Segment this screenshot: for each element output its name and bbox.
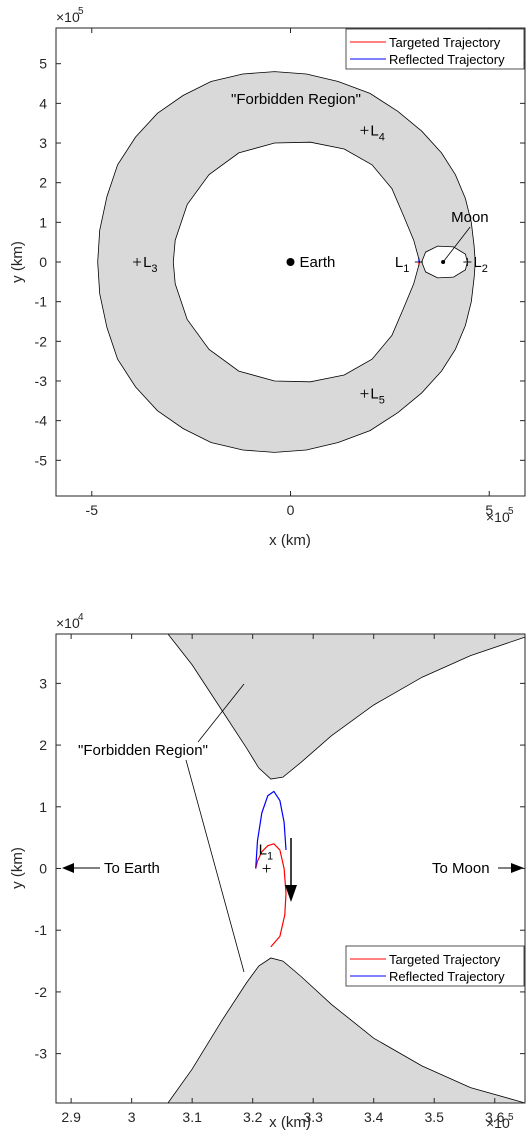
0-ytick-label: -4 (35, 413, 48, 429)
l2-label-letter: L (473, 254, 481, 271)
bottom-x-exponent-base: ×10 (486, 1115, 510, 1131)
1-xtick-label: 3.1 (182, 1109, 202, 1125)
l4-label-subscript: 4 (379, 131, 385, 143)
1-xtick-label: 3.6 (485, 1109, 505, 1125)
0-ytick-label: 2 (39, 175, 47, 191)
bottom-legend: Targeted Trajectory Reflected Trajectory (345, 945, 525, 987)
top-y-exponent-base: ×10 (56, 9, 80, 25)
0-ytick-label: -2 (35, 333, 48, 349)
0-xtick-label: -5 (86, 502, 99, 518)
bottom-y-exponent-base: ×10 (56, 615, 80, 631)
bottom-x-axis-label: x (km) (269, 1114, 311, 1131)
0-xtick-label: 5 (485, 502, 493, 518)
top-y-axis-label: y (km) (9, 241, 26, 283)
0-ytick-label: 0 (39, 254, 47, 270)
0-ytick-label: 1 (39, 214, 47, 230)
l4-label: L4 (370, 122, 384, 143)
bottom-l1-label: L1 (259, 842, 273, 863)
bottom-forbidden-boundary-lower (167, 957, 526, 1104)
1-xtick-label: 3 (128, 1109, 136, 1125)
moon-label: Moon (451, 209, 489, 226)
top-x-exponent-power: 5 (508, 506, 514, 517)
l5-label-letter: L (370, 386, 378, 403)
0-ytick-label: -5 (35, 452, 48, 468)
bottom-forbidden-region-upper (168, 634, 525, 779)
1-xtick-label: 3.3 (303, 1109, 323, 1125)
0-ytick-label: 5 (39, 56, 47, 72)
l3-label-letter: L (143, 254, 151, 271)
bottom-forbidden-region-lower (168, 958, 525, 1103)
l5-label-subscript: 5 (379, 395, 385, 407)
bottom-legend-targeted-label: Targeted Trajectory (389, 952, 501, 967)
bottom-y-axis-label: y (km) (9, 847, 26, 889)
reflected-trajectory-line (255, 790, 287, 869)
earth-label: Earth (300, 254, 336, 271)
1-xtick-label: 3.5 (424, 1109, 444, 1125)
bottom-ticks: 2.9 3 3.1 3.2 3.3 3.4 3.5 3.6 3 2 1 0 -1 -2 -3 (35, 634, 525, 1125)
l1-label: L1 (395, 254, 409, 275)
top-y-exponent-power: 5 (78, 6, 84, 17)
0-ytick-label: -1 (35, 294, 48, 310)
top-legend-targeted-label: Targeted Trajectory (389, 35, 501, 50)
leader-line-upper (197, 683, 245, 743)
top-forbidden-region-label: "Forbidden Region" (231, 91, 361, 108)
bottom-legend-reflected-label: Reflected Trajectory (389, 969, 505, 984)
1-ytick-label: 1 (39, 799, 47, 815)
bottom-l1-label-subscript: 1 (267, 851, 273, 863)
l2-label-subscript: 2 (482, 263, 488, 275)
to-moon-arrowhead (511, 863, 524, 873)
1-ytick-label: -2 (35, 984, 48, 1000)
l1-label-letter: L (395, 254, 403, 271)
1-ytick-label: -1 (35, 922, 48, 938)
leader-line-lower (185, 759, 245, 973)
1-ytick-label: -3 (35, 1046, 48, 1062)
l3-label: L3 (143, 254, 157, 275)
bottom-panel: L1 "Forbidden Region" To Earth To Moon 2… (9, 612, 526, 1131)
to-moon-label: To Moon (432, 860, 490, 877)
bottom-trajectories: L1 (255, 790, 287, 948)
bottom-annotations: "Forbidden Region" To Earth To Moon (62, 683, 524, 973)
to-earth-arrowhead (62, 863, 74, 873)
0-xtick-label: 0 (287, 502, 295, 518)
0-ytick-label: -3 (35, 373, 48, 389)
1-ytick-label: 3 (39, 675, 47, 691)
1-ytick-label: 2 (39, 737, 47, 753)
bottom-legend-box (345, 945, 525, 987)
0-ytick-label: 4 (39, 95, 47, 111)
top-x-axis-label: x (km) (269, 532, 311, 549)
1-xtick-label: 2.9 (61, 1109, 81, 1125)
bottom-l1-label-letter: L (259, 842, 267, 859)
1-xtick-label: 3.4 (364, 1109, 384, 1125)
to-earth-label: To Earth (104, 860, 160, 877)
0-ytick-label: 3 (39, 135, 47, 151)
bottom-y-exponent-power: 4 (78, 612, 84, 623)
l5-label: L5 (370, 386, 384, 407)
l1-label-subscript: 1 (403, 263, 409, 275)
top-legend-box (345, 28, 525, 70)
direction-arrowhead (285, 885, 297, 902)
1-xtick-label: 3.2 (243, 1109, 263, 1125)
1-ytick-label: 0 (39, 861, 47, 877)
bottom-forbidden-region-label: "Forbidden Region" (78, 742, 208, 759)
targeted-trajectory-line (255, 843, 287, 948)
earth-marker (286, 258, 295, 266)
moon-leader-line (442, 226, 471, 263)
top-legend: Targeted Trajectory Reflected Trajectory (345, 28, 525, 70)
top-legend-reflected-label: Reflected Trajectory (389, 52, 505, 67)
bottom-x-exponent-power: 5 (508, 1112, 514, 1123)
l2-label: L2 (473, 254, 487, 275)
l4-label-letter: L (370, 122, 378, 139)
top-x-exponent-base: ×10 (486, 509, 510, 525)
l3-label-subscript: 3 (151, 263, 157, 275)
